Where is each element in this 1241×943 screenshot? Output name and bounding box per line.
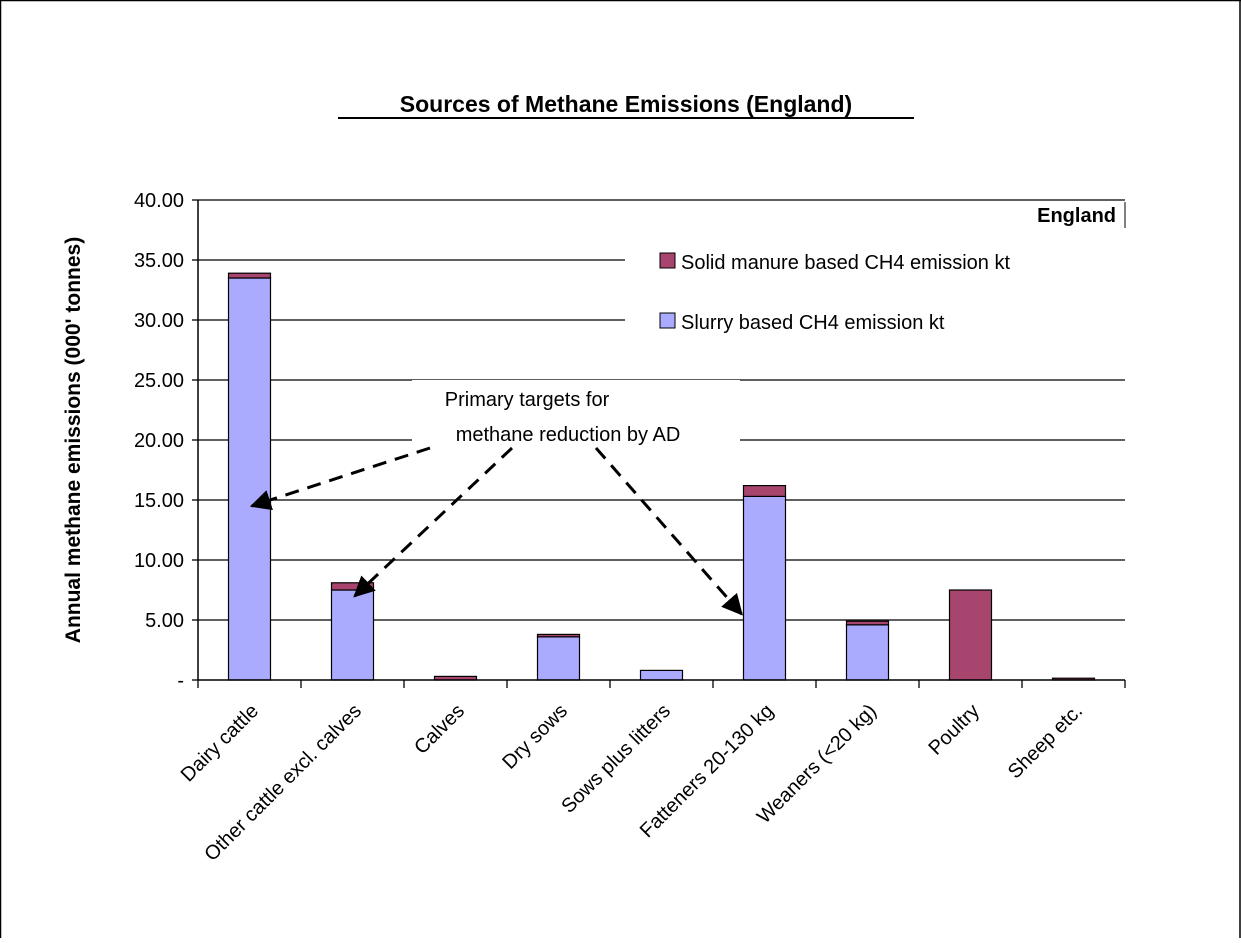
bar-dry-sows-slurry: [536, 636, 581, 681]
legend-background: [625, 202, 1125, 352]
y-tick-label: 20.00: [134, 430, 184, 452]
bar-weaners-20-kg-slurry: [845, 624, 890, 681]
bar-weaners-20-kg-solid: [845, 620, 890, 626]
chart-title: Sources of Methane Emissions (England): [400, 91, 852, 117]
bar-dairy-cattle-solid: [227, 272, 272, 279]
y-tick-label: 25.00: [134, 370, 184, 392]
bar-dry-sows-solid: [536, 633, 581, 638]
x-tick-label-sows-plus-litters: Sows plus litters: [557, 700, 675, 818]
legend-title: England: [1037, 205, 1116, 227]
x-tick-label-poultry: Poultry: [924, 700, 984, 760]
bar-dairy-cattle-slurry: [227, 277, 272, 681]
annotation-arrow-fatteners-20-130-kg: [594, 447, 743, 616]
x-tick-label-dairy-cattle: Dairy cattle: [177, 700, 263, 786]
legend-swatch-solid-manure: [659, 252, 676, 269]
annotation-line-2: methane reduction by AD: [456, 424, 681, 446]
annotation-background: [412, 380, 740, 450]
y-axis-label: Annual methane emissions (000' tonnes): [62, 237, 85, 643]
annotation: Primary targets for methane reduction by…: [249, 380, 743, 616]
bars: [227, 272, 1096, 681]
x-tick-label-sheep-etc: Sheep etc.: [1004, 700, 1087, 783]
annotation-arrow-dairy-cattle: [249, 446, 431, 511]
x-tick-label-calves: Calves: [410, 700, 469, 759]
y-tick-label: 40.00: [134, 190, 184, 212]
y-tick-label: 5.00: [145, 610, 184, 632]
annotation-arrow-other-cattle-excl-calves: [353, 446, 514, 598]
legend-label-slurry: Slurry based CH4 emission kt: [681, 312, 945, 334]
axes: [192, 199, 1126, 688]
annotation-line-1: Primary targets for: [445, 389, 610, 411]
bar-fatteners-20-130-kg-slurry: [742, 495, 787, 681]
y-tick-label: 15.00: [134, 490, 184, 512]
legend-label-solid-manure: Solid manure based CH4 emission kt: [681, 252, 1010, 274]
bar-other-cattle-excl-calves-slurry: [330, 589, 375, 681]
bar-sows-plus-litters-slurry: [639, 669, 684, 681]
y-tick-labels: - 5.00 10.00 15.00 20.00 25.00 30.00 35.00 40.00: [134, 190, 184, 692]
legend-swatch-slurry: [659, 312, 676, 329]
legend: England Solid manure based CH4 emission …: [625, 202, 1126, 352]
annotation-arrows: [249, 446, 743, 616]
bar-fatteners-20-130-kg-solid: [742, 485, 787, 498]
bar-other-cattle-excl-calves-solid: [330, 582, 375, 591]
y-tick-label: 10.00: [134, 550, 184, 572]
y-tick-label: 35.00: [134, 250, 184, 272]
y-tick-label: 30.00: [134, 310, 184, 332]
x-tick-label-dry-sows: Dry sows: [498, 700, 572, 774]
y-tick-label: -: [177, 670, 184, 692]
bar-poultry-solid: [948, 589, 993, 681]
